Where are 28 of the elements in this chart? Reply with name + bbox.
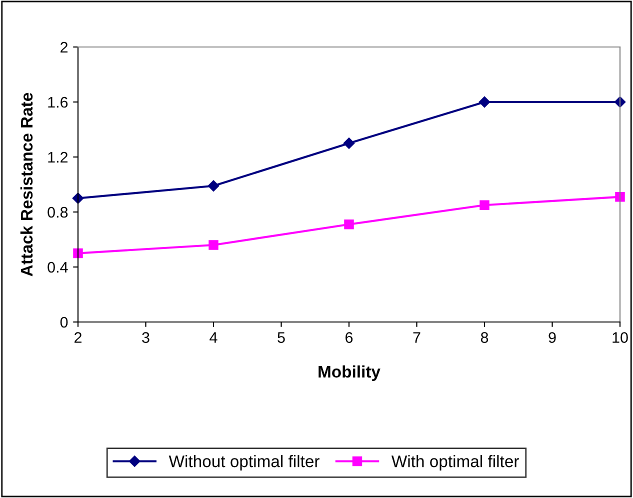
point	[72, 192, 84, 204]
point	[208, 180, 220, 192]
x-tick-label: 8	[480, 332, 488, 343]
x-tick-label: 7	[413, 332, 420, 343]
x-tick-label: 6	[346, 332, 353, 343]
y-tick-label: 1.6	[48, 96, 68, 108]
x-axis-title: Mobility	[318, 365, 380, 381]
legend-label: Without optimal filter	[168, 455, 320, 471]
point	[73, 248, 83, 258]
point	[478, 96, 490, 108]
y-tick-label: 0	[60, 316, 68, 328]
x-tick-label: 10	[612, 332, 628, 343]
point	[615, 192, 625, 202]
x-tick-label: 3	[142, 332, 150, 343]
y-tick-label: 1.2	[48, 152, 68, 163]
x-tick-label: 5	[278, 332, 285, 343]
y-tick-label: 2	[60, 42, 68, 53]
y-tick-label: 0.4	[48, 262, 68, 273]
point	[208, 240, 218, 250]
x-tick-label: 4	[210, 332, 218, 343]
point	[344, 220, 354, 230]
point	[343, 138, 355, 149]
x-tick-label: 2	[74, 332, 82, 343]
y-axis-title: Attack Resistance Rate	[20, 92, 33, 276]
point	[480, 200, 490, 210]
legend-label: With optimal filter	[391, 455, 519, 471]
y-tick-label: 0.8	[48, 206, 68, 218]
x-tick-label: 9	[548, 332, 556, 343]
